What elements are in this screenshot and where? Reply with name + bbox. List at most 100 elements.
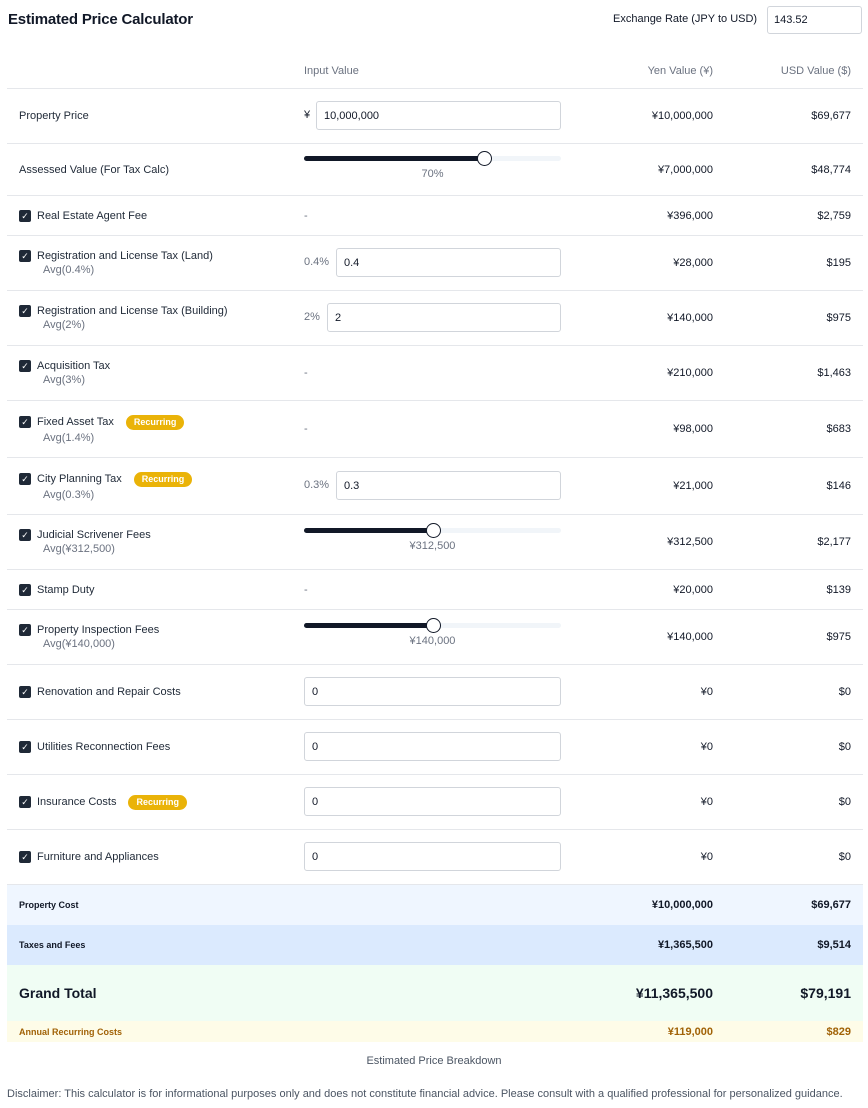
row-label-cell: ✓ Utilities Reconnection Fees	[19, 720, 170, 774]
include-checkbox[interactable]: ✓	[19, 624, 31, 636]
value-input[interactable]: 10,000,000	[316, 101, 561, 130]
include-checkbox[interactable]: ✓	[19, 583, 31, 596]
slider-value: 70%	[421, 168, 444, 180]
row-label: Registration and License Tax (Land)	[37, 250, 213, 262]
usd-value: $975	[826, 631, 851, 643]
yen-value: ¥21,000	[673, 480, 713, 492]
include-checkbox[interactable]: ✓	[19, 851, 31, 863]
yen-value: ¥140,000	[667, 631, 713, 643]
summary-yen-value: ¥1,365,500	[657, 939, 713, 951]
slider-fill	[304, 156, 484, 161]
summary-usd-value: $79,191	[800, 985, 851, 1001]
include-checkbox[interactable]: ✓	[19, 305, 31, 317]
usd-value: $683	[826, 423, 851, 435]
value-input[interactable]: 0.4	[336, 248, 561, 277]
row-average: Avg(2%)	[43, 319, 85, 331]
usd-value: $0	[838, 851, 851, 863]
slider-track[interactable]	[304, 523, 561, 538]
slider-value: ¥140,000	[409, 635, 456, 647]
table-row: Assessed Value (For Tax Calc) 70% ¥7,000,0…	[7, 144, 863, 196]
usd-value: $48,774	[811, 163, 851, 176]
value-input-text: 0	[312, 795, 319, 808]
include-checkbox[interactable]: ✓	[19, 686, 31, 698]
table-row: ✓ City Planning Tax Recurring Avg(0.3%) 0.3%…	[7, 458, 863, 515]
exchange-rate-value: 143.52	[774, 14, 808, 26]
row-label-cell: ✓ Acquisition Tax Avg(3%)	[19, 346, 110, 400]
value-input-text: 2	[335, 311, 342, 324]
summary-yen-value: ¥119,000	[667, 1025, 713, 1038]
value-input-text: 10,000,000	[324, 109, 380, 122]
exchange-rate-input[interactable]: 143.52	[767, 6, 862, 34]
input-placeholder-dash: -	[304, 423, 308, 435]
slider-fill	[304, 623, 433, 628]
include-checkbox[interactable]: ✓	[19, 529, 31, 541]
table-row: ✓ Stamp Duty - ¥20,000 $139	[7, 570, 863, 610]
value-input[interactable]: 0	[304, 732, 561, 761]
row-label: Insurance Costs	[37, 796, 117, 808]
include-checkbox[interactable]: ✓	[19, 250, 31, 262]
recurring-badge: Recurring	[125, 414, 185, 430]
include-checkbox[interactable]: ✓	[19, 416, 31, 428]
slider-handle[interactable]	[476, 151, 492, 166]
yen-value: ¥28,000	[673, 257, 713, 269]
include-checkbox[interactable]: ✓	[19, 473, 31, 485]
row-label-cell: ✓ Renovation and Repair Costs	[19, 665, 181, 719]
row-label: Fixed Asset Tax	[37, 416, 114, 428]
table-row: ✓ Judicial Scrivener Fees Avg(¥312,500) ¥31…	[7, 515, 863, 570]
column-usd-value: USD Value ($)	[780, 65, 851, 77]
value-input-text: 0.4	[344, 256, 360, 269]
summary-usd-value: $829	[826, 1025, 851, 1038]
row-label: Stamp Duty	[37, 583, 95, 596]
include-checkbox[interactable]: ✓	[19, 209, 31, 222]
table-row: ✓ Fixed Asset Tax Recurring Avg(1.4%) - ¥98,0…	[7, 401, 863, 458]
recurring-badge: Recurring	[133, 471, 193, 487]
row-label: Judicial Scrivener Fees	[37, 529, 151, 541]
input-placeholder-dash: -	[304, 583, 308, 596]
include-checkbox[interactable]: ✓	[19, 360, 31, 372]
table-row: Property Price ¥10,000,000 ¥10,000,000 $69,…	[7, 89, 863, 144]
table-row: ✓ Insurance Costs Recurring 0 ¥0 $0	[7, 775, 863, 830]
table-body: Property Price ¥10,000,000 ¥10,000,000 $69,…	[7, 89, 863, 885]
yen-value: ¥140,000	[667, 312, 713, 324]
value-input[interactable]: 0	[304, 677, 561, 706]
usd-value: $2,177	[817, 536, 851, 548]
input-prefix: ¥	[304, 109, 311, 121]
row-average: Avg(¥312,500)	[43, 543, 115, 555]
usd-value: $0	[838, 686, 851, 698]
yen-value: ¥210,000	[667, 367, 713, 379]
value-input[interactable]: 0.3	[336, 471, 561, 500]
include-checkbox[interactable]: ✓	[19, 741, 31, 753]
value-input-text: 0.3	[344, 479, 360, 492]
value-input[interactable]: 0	[304, 787, 561, 816]
slider-track[interactable]	[304, 151, 561, 166]
slider-track[interactable]	[304, 618, 561, 633]
row-label: City Planning Tax	[37, 473, 122, 485]
summary-label: Annual Recurring Costs	[19, 1026, 123, 1037]
row-label-cell: ✓ Real Estate Agent Fee	[19, 196, 147, 235]
include-checkbox[interactable]: ✓	[19, 796, 31, 808]
value-input[interactable]: 2	[327, 303, 561, 332]
row-average: Avg(1.4%)	[43, 431, 95, 444]
row-label-cell: Assessed Value (For Tax Calc)	[19, 144, 169, 195]
row-label: Real Estate Agent Fee	[37, 209, 148, 222]
row-label: Acquisition Tax	[37, 360, 111, 372]
usd-value: $146	[826, 480, 851, 492]
slider-handle[interactable]	[425, 523, 441, 538]
value-input-text: 0	[312, 685, 319, 698]
yen-value: ¥20,000	[673, 583, 713, 596]
table-row: ✓ Registration and License Tax (Building)…	[7, 291, 863, 346]
row-label: Renovation and Repair Costs	[37, 686, 181, 698]
slider-handle[interactable]	[425, 618, 441, 633]
summary-section: Property Cost ¥10,000,000 $69,677 Taxes and…	[7, 885, 863, 1042]
page-title: Estimated Price Calculator	[8, 11, 193, 28]
row-label-cell: ✓ Fixed Asset Tax Recurring Avg(1.4%)	[19, 401, 185, 457]
breakdown-label: Estimated Price Breakdown	[366, 1055, 502, 1067]
usd-value: $975	[826, 312, 851, 324]
yen-value: ¥396,000	[667, 209, 713, 222]
usd-value: $139	[826, 583, 851, 596]
summary-property-cost: Property Cost ¥10,000,000 $69,677	[7, 885, 863, 925]
row-average: Avg(3%)	[43, 374, 85, 386]
value-input[interactable]: 0	[304, 842, 561, 871]
yen-value: ¥312,500	[667, 536, 713, 548]
table-row: ✓ Acquisition Tax Avg(3%) - ¥210,000 $1,463	[7, 346, 863, 401]
